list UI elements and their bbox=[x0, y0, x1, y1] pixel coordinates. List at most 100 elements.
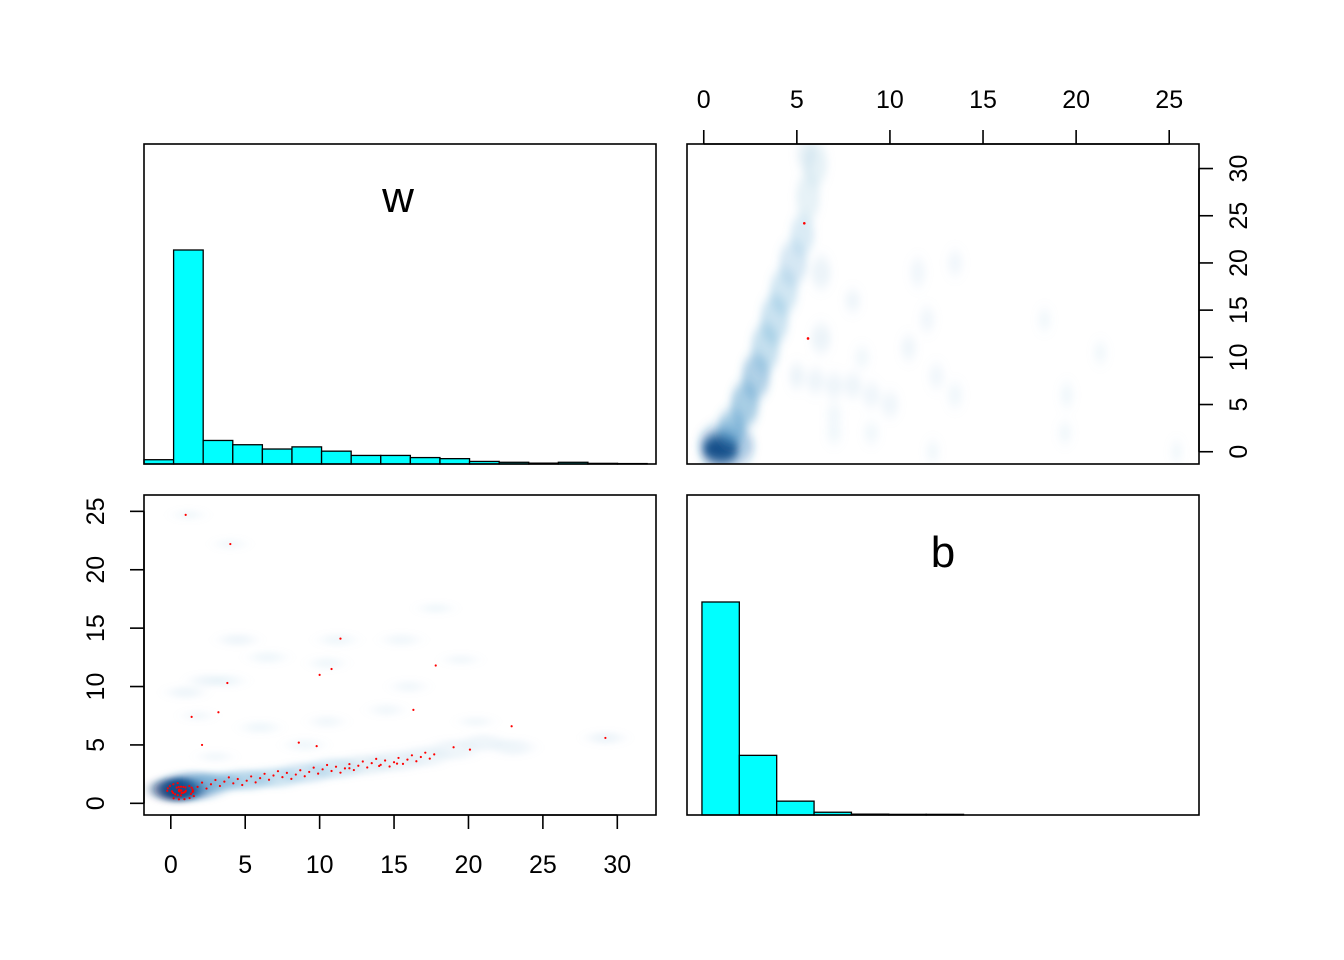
density-blob bbox=[1059, 383, 1074, 408]
outlier-point bbox=[179, 794, 183, 797]
density-blob bbox=[321, 633, 354, 646]
tick-label: 5 bbox=[238, 851, 252, 879]
tick-label: 10 bbox=[306, 851, 334, 879]
outlier-point bbox=[370, 762, 373, 765]
outlier-point bbox=[258, 776, 262, 780]
tick-label: 25 bbox=[529, 851, 557, 879]
outlier-point bbox=[192, 794, 195, 798]
outlier-point bbox=[361, 760, 364, 763]
outlier-point bbox=[189, 792, 193, 795]
density-blob bbox=[806, 368, 825, 393]
y-axis-left: 0 5 10 15 20 25 bbox=[82, 497, 145, 810]
variable-label-b: b bbox=[931, 528, 955, 577]
density-blob bbox=[909, 258, 926, 287]
histogram-bar bbox=[380, 454, 412, 465]
outlier-point bbox=[177, 785, 180, 789]
density-blob bbox=[461, 716, 490, 727]
tick-label: 0 bbox=[697, 86, 711, 114]
tick-label: 15 bbox=[380, 851, 408, 879]
outlier-point bbox=[343, 767, 347, 770]
outlier-point bbox=[183, 798, 186, 801]
outlier-point bbox=[236, 777, 239, 781]
outlier-point bbox=[806, 337, 810, 340]
tick-label: 5 bbox=[82, 738, 110, 752]
histogram-bar bbox=[350, 454, 382, 465]
tick-label: 15 bbox=[969, 86, 997, 114]
density-blob bbox=[796, 144, 817, 171]
outlier-point bbox=[174, 793, 177, 796]
tick-label: 0 bbox=[82, 796, 110, 810]
histogram-bar bbox=[701, 601, 740, 816]
density-blob bbox=[185, 710, 210, 721]
outlier-point bbox=[294, 773, 297, 776]
density-blob bbox=[811, 256, 832, 289]
histogram-bar bbox=[232, 444, 264, 465]
outlier-point bbox=[226, 681, 229, 685]
tick-label: 5 bbox=[1225, 398, 1253, 412]
outlier-point bbox=[178, 790, 181, 793]
density-blob bbox=[826, 403, 843, 424]
outlier-point bbox=[177, 798, 180, 801]
density-panel-bottom-left: 0 5 10 15 20 25 30 0 5 10 15 20 25 bbox=[82, 494, 657, 879]
panel-frame-top-right bbox=[686, 143, 1200, 465]
outlier-point bbox=[299, 769, 302, 772]
density-blob bbox=[947, 250, 964, 275]
density-blob bbox=[385, 633, 418, 646]
outlier-point bbox=[424, 751, 427, 754]
density-blob bbox=[1057, 422, 1072, 443]
outlier-point bbox=[434, 664, 437, 667]
density-blob bbox=[790, 214, 815, 255]
outlier-point bbox=[168, 784, 172, 788]
outlier-point bbox=[217, 711, 220, 714]
panel-frame-w bbox=[143, 143, 657, 465]
density-blob bbox=[854, 347, 871, 368]
density-blob bbox=[825, 373, 844, 398]
outlier-point bbox=[290, 777, 293, 780]
outlier-point bbox=[378, 764, 381, 768]
density-blob bbox=[1170, 441, 1183, 462]
outlier-point bbox=[166, 789, 169, 792]
density-blob bbox=[919, 307, 936, 332]
density-blob bbox=[1093, 342, 1108, 363]
outlier-point bbox=[317, 772, 320, 775]
density-blob bbox=[169, 686, 202, 699]
histogram-bar bbox=[261, 448, 293, 465]
outlier-point bbox=[285, 771, 288, 774]
outlier-point bbox=[352, 768, 355, 772]
density-blob bbox=[1037, 309, 1052, 330]
density-panel-top-right: 0 5 10 15 20 25 0 5 10 15 20 25 30 bbox=[686, 86, 1253, 465]
outlier-point bbox=[176, 794, 179, 797]
histogram-panel-w: w bbox=[143, 143, 657, 465]
histogram-panel-b: b bbox=[686, 494, 1200, 816]
density-blob bbox=[788, 364, 805, 389]
outlier-points-top-right bbox=[802, 221, 810, 340]
outlier-point bbox=[339, 771, 342, 774]
outlier-point bbox=[179, 785, 183, 788]
tick-label: 10 bbox=[82, 673, 110, 701]
tick-label: 5 bbox=[790, 86, 804, 114]
x-axis-bottom: 0 5 10 15 20 25 30 bbox=[164, 814, 631, 879]
outlier-point bbox=[321, 768, 324, 771]
density-blob bbox=[372, 703, 401, 716]
outlier-point bbox=[184, 789, 187, 792]
outlier-point bbox=[366, 766, 369, 769]
outlier-point bbox=[315, 744, 318, 748]
outlier-point bbox=[415, 760, 418, 763]
density-blob bbox=[928, 364, 945, 389]
outlier-point bbox=[325, 763, 329, 767]
outlier-point bbox=[802, 221, 806, 225]
tick-label: 25 bbox=[82, 497, 110, 525]
panel-frame-b bbox=[686, 494, 1200, 816]
outlier-point bbox=[395, 762, 399, 765]
density-blob bbox=[900, 335, 917, 360]
outlier-point bbox=[263, 772, 266, 775]
tick-label: 20 bbox=[1225, 249, 1253, 277]
outlier-point bbox=[303, 775, 306, 778]
outlier-point bbox=[172, 783, 175, 786]
histogram-bars-b bbox=[701, 601, 965, 816]
histogram-bar bbox=[439, 457, 471, 465]
outlier-point bbox=[172, 791, 175, 795]
tick-label: 30 bbox=[1225, 155, 1253, 183]
outlier-point bbox=[170, 790, 174, 793]
outlier-points-bottom-left bbox=[166, 513, 607, 801]
